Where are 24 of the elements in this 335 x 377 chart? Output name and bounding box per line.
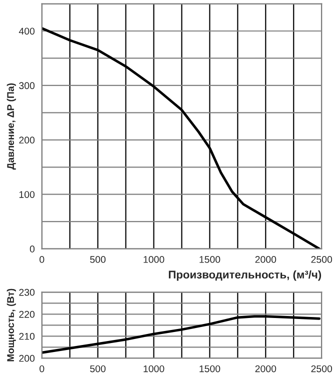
x-tick-label: 0 [40,365,44,372]
y-axis-title: Давление, ΔP (Па) [6,83,16,170]
x-tick-label: 1500 [200,256,220,263]
x-tick-label: 1000 [144,256,164,263]
x-tick-label: 2000 [255,256,276,263]
x-axis-title: Производительность, (м³/ч) [168,270,322,281]
x-tick-label: 500 [90,256,106,263]
y-tick-label: 210 [19,332,35,340]
x-tick-label: 1500 [200,365,220,372]
x-tick-label: 1000 [144,365,164,372]
y-axis-title: Мощность, (Вт) [6,288,16,362]
y-tick-label: 100 [19,191,35,198]
y-tick-label: 300 [19,82,35,90]
y-tick-label: 200 [19,354,35,362]
x-tick-label: 0 [40,256,44,263]
y-tick-label: 0 [30,246,35,252]
x-tick-label: 2500 [311,256,332,263]
x-tick-label: 2000 [255,365,276,372]
y-tick-label: 200 [19,136,35,144]
y-tick-label: 220 [19,310,35,318]
y-tick-label: 400 [18,28,35,35]
y-tick-label: 230 [19,288,35,296]
x-tick-label: 500 [90,365,106,372]
x-tick-label: 2500 [311,365,332,372]
